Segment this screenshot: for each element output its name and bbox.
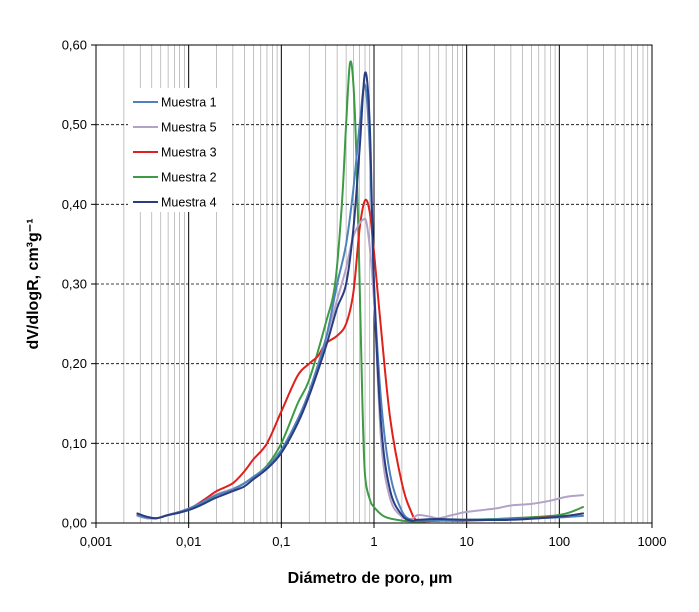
y-axis-ticks: 0,00 0,10 0,20 0,30 0,40 0,50 0,60: [62, 38, 96, 531]
y-tick-label: 0,30: [62, 277, 87, 292]
legend-label: Muestra 4: [161, 196, 217, 210]
y-axis-title: dV/dlogR, cm³g⁻¹: [25, 218, 42, 349]
legend-label: Muestra 1: [161, 96, 217, 110]
x-tick-label: 1000: [638, 534, 667, 549]
y-tick-label: 0,10: [62, 436, 87, 451]
y-tick-label: 0,00: [62, 516, 87, 531]
y-tick-label: 0,50: [62, 117, 87, 132]
x-tick-label: 100: [548, 534, 570, 549]
x-tick-label: 1: [370, 534, 377, 549]
x-tick-label: 10: [459, 534, 473, 549]
x-tick-label: 0,01: [176, 534, 201, 549]
legend-label: Muestra 3: [161, 146, 217, 160]
x-tick-label: 0,001: [80, 534, 113, 549]
x-tick-label: 0,1: [272, 534, 290, 549]
series-layer: [136, 60, 584, 523]
y-tick-label: 0,60: [62, 38, 87, 53]
legend: Muestra 1 Muestra 5 Muestra 3 Muestra 2 Mues…: [128, 88, 232, 212]
y-tick-label: 0,40: [62, 197, 87, 212]
legend-label: Muestra 5: [161, 121, 217, 135]
series-line-muestra-4: [136, 71, 584, 522]
legend-label: Muestra 2: [161, 171, 217, 185]
x-axis-ticks: 0,001 0,01 0,1 1 10 100 1000: [80, 523, 667, 549]
legend-background: [128, 88, 232, 212]
x-axis-title: Diámetro de poro, µm: [288, 570, 453, 587]
y-tick-label: 0,20: [62, 356, 87, 371]
